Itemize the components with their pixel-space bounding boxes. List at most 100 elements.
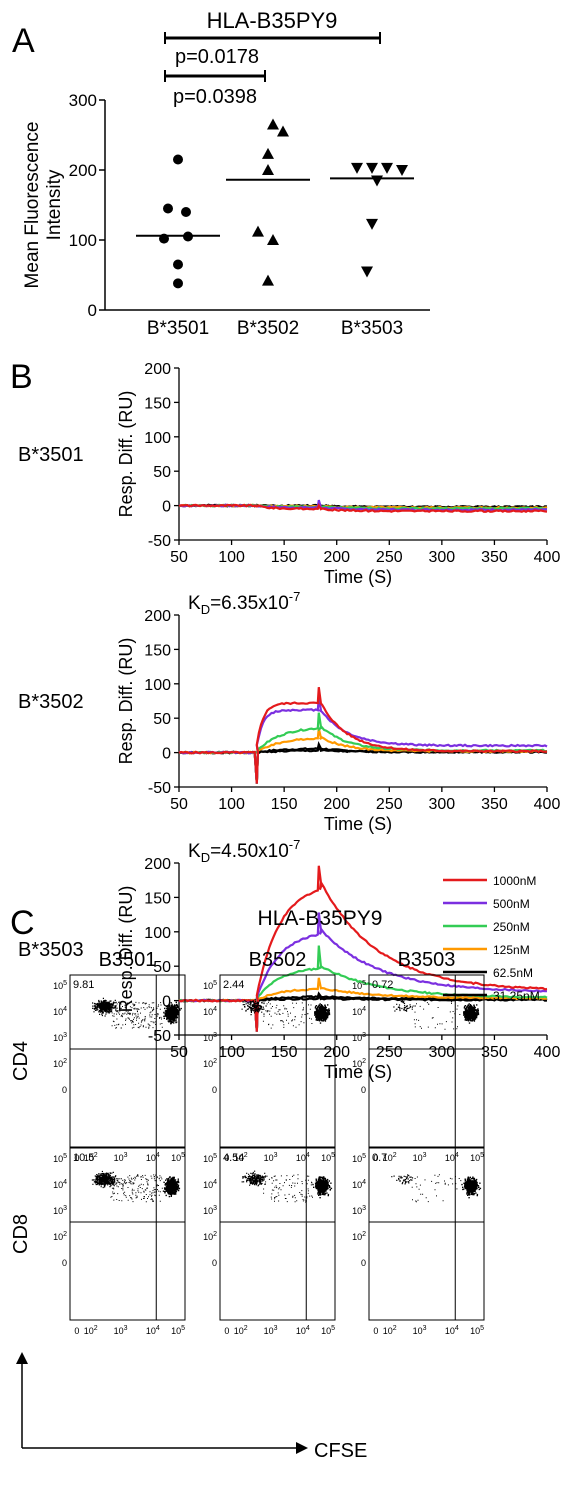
- data-point: [277, 125, 289, 137]
- sensorgram-1: -50 0 50 100 150 200 50 100 150 200 250 300 350 400 Ti…: [18, 361, 560, 587]
- data-point: [396, 165, 408, 176]
- panel-b-letter: B: [10, 358, 33, 396]
- x-arrow-label: CFSE: [314, 1440, 367, 1462]
- y-tick-label: 103: [53, 1032, 67, 1043]
- column-header: B3501: [99, 949, 157, 971]
- y-tick-label: 100: [144, 677, 171, 694]
- x-tick-label: 103: [413, 1152, 427, 1163]
- x-tick-label: 102: [383, 1325, 397, 1336]
- x-tick-label: 300: [429, 549, 456, 566]
- x-tick-label: 0: [373, 1326, 378, 1336]
- x-tick-label: 103: [264, 1152, 278, 1163]
- data-point: [366, 218, 378, 230]
- y-axis-label-line-1: Mean Fluorescence: [22, 122, 43, 289]
- y-tick-label: 150: [144, 642, 171, 659]
- event-dots: [92, 997, 182, 1029]
- y-tick-label: 104: [53, 1179, 67, 1190]
- y-tick-label: 50: [153, 959, 171, 976]
- x-tick-label: 105: [321, 1325, 335, 1336]
- legend-label: 31.25nM: [493, 989, 540, 1003]
- y-tick-label: 0: [162, 499, 171, 516]
- plot-frame: [69, 1147, 186, 1321]
- x-tick-label: 104: [296, 1152, 310, 1163]
- y-tick-label: 100: [144, 430, 171, 447]
- panel-a-pvalue-1: p=0.0178: [175, 46, 259, 68]
- x-tick-label: 104: [445, 1152, 459, 1163]
- data-point: [366, 162, 378, 174]
- x-tick-label: 400: [534, 796, 561, 813]
- plot-frame: [69, 974, 186, 1148]
- panel-b-charts: -50 0 50 100 150 200 50 100 150 200 250 300 350 400 Ti…: [18, 361, 560, 1082]
- kd-annotation: KD=6.35x10-7: [188, 589, 300, 617]
- y-tick-label: 102: [53, 1231, 67, 1242]
- y-tick-label: 102: [352, 1231, 366, 1242]
- data-point: [267, 118, 279, 130]
- y-tick-label: 104: [352, 1006, 366, 1017]
- column-header: B3502: [249, 949, 307, 971]
- x-tick-label: 350: [481, 1044, 508, 1061]
- flow-plot: 4.54 105 104 103 102 0 0 102 103 104 105: [203, 1147, 336, 1336]
- data-point: [262, 274, 274, 286]
- sensorgram-label: B*3501: [18, 444, 84, 466]
- y-tick-label: 0: [62, 1258, 67, 1268]
- sensorgram-3: -50 0 50 100 150 200 50 100 150 200 250 300 350 400 Ti…: [18, 837, 560, 1082]
- x-tick-label: 50: [170, 796, 188, 813]
- y-tick-label: 103: [352, 1032, 366, 1043]
- y-axis-label-line-2: Intensity: [44, 169, 65, 240]
- x-tick-label: B*3502: [237, 318, 299, 339]
- event-dots: [241, 1170, 333, 1203]
- legend-label: 500nM: [493, 897, 530, 911]
- x-tick-label: 105: [321, 1152, 335, 1163]
- x-tick-label: 300: [429, 796, 456, 813]
- y-tick-label: 104: [203, 1179, 217, 1190]
- plot-frame: [219, 974, 336, 1148]
- data-point: [371, 175, 383, 187]
- x-tick-label: 0: [224, 1153, 229, 1163]
- panel-a-chart: 0 100 200 300 Mean Fluorescence Intensity B*35…: [22, 32, 430, 339]
- x-tick-label: 104: [296, 1325, 310, 1336]
- y-tick-label: 0: [361, 1085, 366, 1095]
- x-tick-label: 50: [170, 549, 188, 566]
- y-tick-label: 0: [162, 746, 171, 763]
- panel-a-letter: A: [12, 22, 35, 60]
- y-tick-label: 105: [203, 1153, 217, 1164]
- x-tick-label: 104: [445, 1325, 459, 1336]
- flow-plot: 10.5 105 104 103 102 0 0 102 103 104 105: [53, 1147, 186, 1336]
- y-tick-label: 104: [352, 1179, 366, 1190]
- panel-c-title: HLA-B35PY9: [258, 907, 383, 930]
- series-line-1000nM: [178, 502, 548, 514]
- x-axis-label: Time (S): [324, 1062, 392, 1082]
- x-tick-label: 100: [218, 1044, 245, 1061]
- x-tick-label: 400: [534, 1044, 561, 1061]
- y-tick-label: 105: [352, 1153, 366, 1164]
- x-tick-label: 105: [470, 1325, 484, 1336]
- x-tick-label: 50: [170, 1044, 188, 1061]
- y-axis-label: Resp. Diff. (RU): [116, 886, 136, 1013]
- y-tick-label: 300: [69, 91, 97, 110]
- x-tick-label: 0: [373, 1153, 378, 1163]
- x-tick-label: 250: [376, 1044, 403, 1061]
- data-point: [163, 203, 173, 214]
- y-axis-label: Resp. Diff. (RU): [116, 391, 136, 518]
- x-tick-label: 200: [323, 796, 350, 813]
- x-tick-label: 100: [218, 796, 245, 813]
- x-tick-label: 200: [323, 1044, 350, 1061]
- row-label: CD4: [10, 1041, 32, 1081]
- x-tick-label: 0: [74, 1326, 79, 1336]
- x-tick-label: 102: [234, 1325, 248, 1336]
- x-tick-label: 250: [376, 549, 403, 566]
- y-tick-label: 103: [203, 1032, 217, 1043]
- x-tick-label: 0: [224, 1326, 229, 1336]
- event-dots: [241, 999, 331, 1029]
- y-tick-label: 102: [203, 1058, 217, 1069]
- series-line-1000nM: [178, 687, 547, 784]
- x-axis-label: Time (S): [324, 814, 392, 834]
- x-tick-label: 102: [383, 1152, 397, 1163]
- data-point: [361, 266, 373, 278]
- y-tick-label: 200: [144, 608, 171, 625]
- legend: 1000nM 500nM 250nM 125nM 62.5nM 31.25nM: [443, 874, 540, 1003]
- y-tick-label: 104: [53, 1006, 67, 1017]
- y-tick-label: 200: [144, 361, 171, 378]
